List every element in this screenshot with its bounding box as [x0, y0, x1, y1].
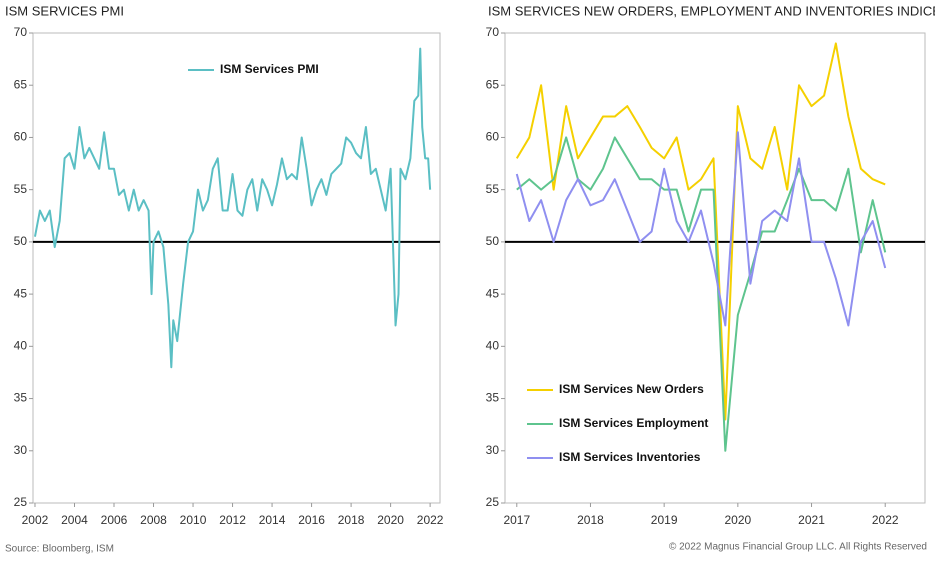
y-tick-label: 30: [14, 443, 28, 457]
y-tick-label: 50: [486, 234, 500, 248]
x-tick-label: 2022: [872, 513, 899, 527]
y-tick-label: 40: [14, 339, 28, 353]
x-tick-label: 2017: [503, 513, 530, 527]
source-note: Source: Bloomberg, ISM: [5, 544, 114, 555]
y-tick-label: 35: [486, 391, 500, 405]
y-tick-label: 70: [14, 25, 28, 39]
y-tick-label: 60: [486, 130, 500, 144]
x-tick-label: 2012: [219, 513, 246, 527]
x-tick-label: 2014: [259, 513, 286, 527]
x-tick-label: 2006: [101, 513, 128, 527]
y-tick-label: 25: [14, 495, 28, 509]
y-tick-label: 35: [14, 391, 28, 405]
y-tick-label: 25: [486, 495, 500, 509]
y-tick-label: 45: [486, 286, 500, 300]
legend-label: ISM Services Employment: [559, 416, 708, 430]
y-tick-label: 40: [486, 339, 500, 353]
y-tick-label: 30: [486, 443, 500, 457]
x-tick-label: 2018: [577, 513, 604, 527]
copyright: © 2022 Magnus Financial Group LLC. All R…: [669, 542, 927, 553]
x-tick-label: 2022: [417, 513, 444, 527]
x-tick-label: 2004: [61, 513, 88, 527]
series-line: [515, 42, 886, 421]
y-tick-label: 45: [14, 286, 28, 300]
chart-title: ISM SERVICES PMI: [5, 3, 124, 18]
legend-label: ISM Services Inventories: [559, 450, 701, 464]
x-tick-label: 2010: [180, 513, 207, 527]
y-tick-label: 50: [14, 234, 28, 248]
chart-title: ISM SERVICES NEW ORDERS, EMPLOYMENT AND …: [488, 3, 935, 18]
x-tick-label: 2020: [377, 513, 404, 527]
y-tick-label: 55: [486, 182, 500, 196]
x-tick-label: 2008: [140, 513, 167, 527]
y-tick-label: 65: [486, 77, 500, 91]
legend-label: ISM Services PMI: [220, 62, 319, 76]
x-tick-label: 2020: [724, 513, 751, 527]
legend-label: ISM Services New Orders: [559, 382, 704, 396]
y-tick-label: 70: [486, 25, 500, 39]
x-tick-label: 2018: [338, 513, 365, 527]
y-tick-label: 55: [14, 182, 28, 196]
series-line: [516, 136, 887, 452]
x-tick-label: 2021: [798, 513, 825, 527]
series-line: [33, 47, 432, 369]
y-tick-label: 65: [14, 77, 28, 91]
y-tick-label: 60: [14, 130, 28, 144]
plot-area: [32, 32, 441, 504]
x-tick-label: 2016: [298, 513, 325, 527]
series-line: [515, 131, 887, 327]
x-tick-label: 2019: [651, 513, 678, 527]
x-tick-label: 2002: [22, 513, 49, 527]
plot-area: [504, 32, 926, 504]
